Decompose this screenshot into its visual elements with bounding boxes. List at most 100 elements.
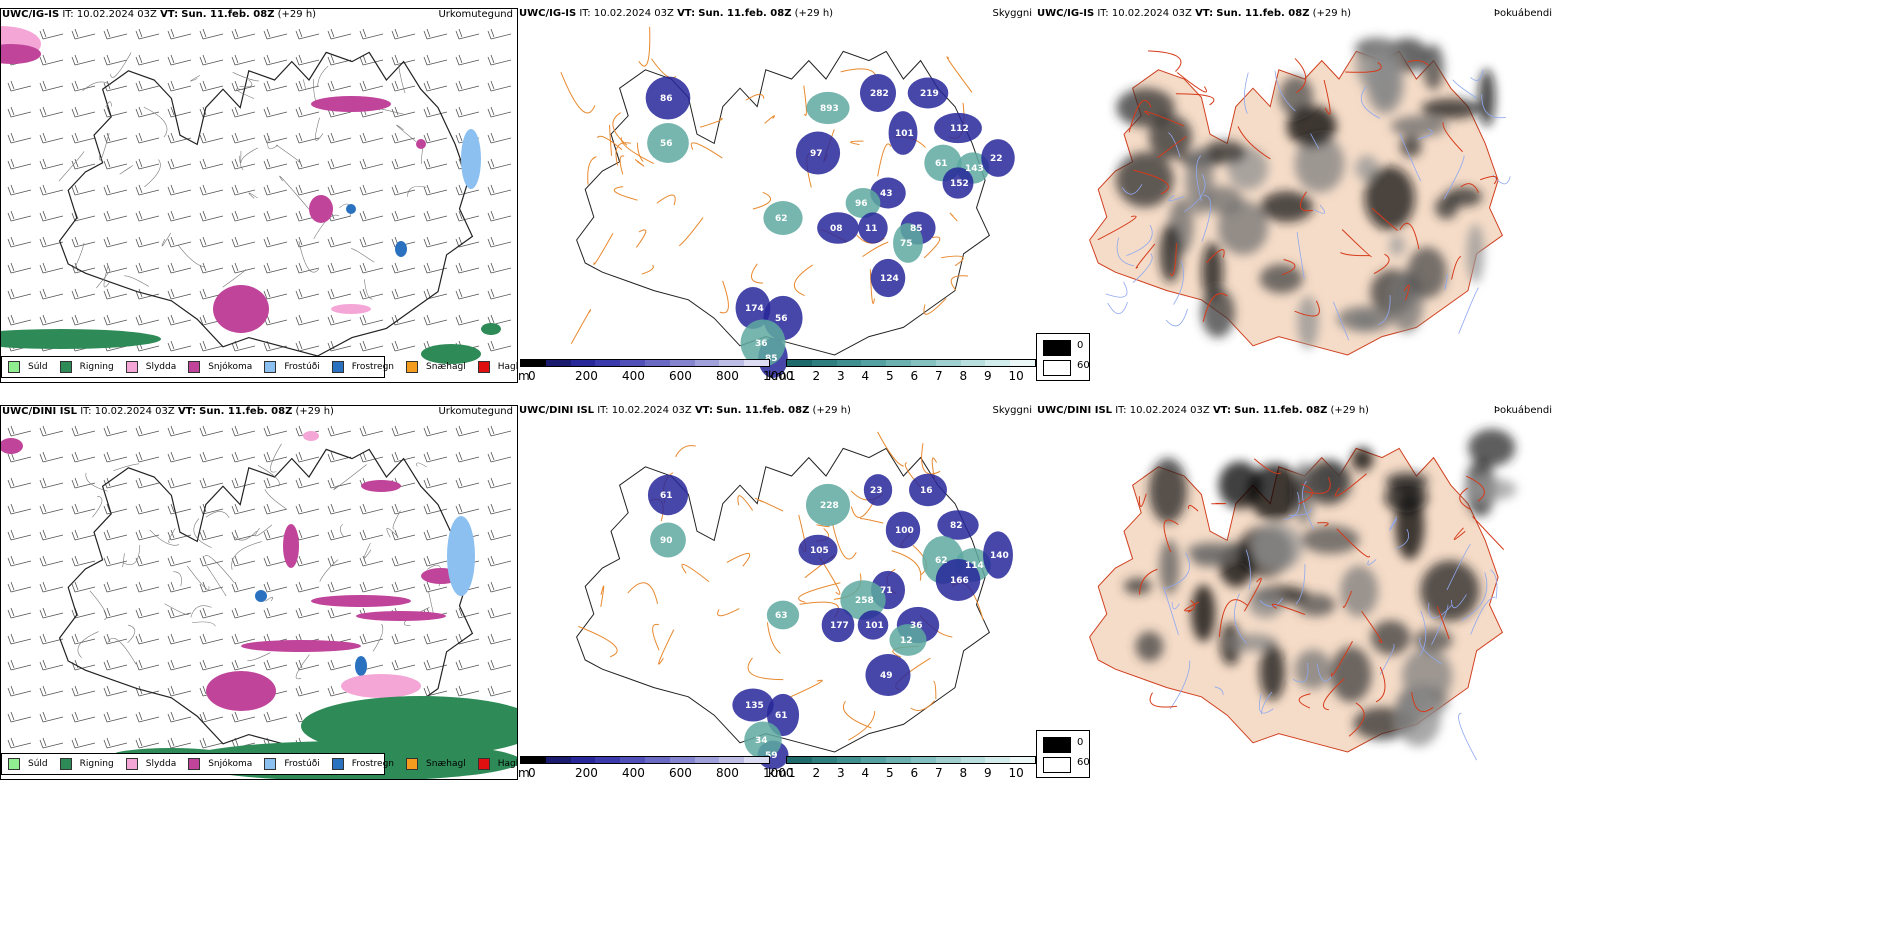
precip-legend-item: Snæhagl (406, 361, 466, 373)
visibility-value-label: 893 (820, 104, 839, 114)
header-lead: (+29 h) (277, 9, 317, 20)
visibility-value-label: 71 (880, 586, 893, 596)
visibility-value-label: 282 (870, 89, 889, 99)
km-tick: 2 (812, 369, 821, 383)
visibility-map-svg: 228 135 61 63 105 61 90 100 82 62 71 36 114 166 140 258… (576, 431, 1013, 770)
header-vt-label: VT: (160, 9, 179, 20)
fog-index-shading (1123, 428, 1517, 747)
legend-label: Snæhagl (426, 759, 466, 769)
km-tick: 8 (959, 369, 968, 383)
legend-swatch (59, 758, 72, 770)
visibility-value-label: 61 (660, 491, 673, 501)
header-it-value: 10.02.2024 03Z (94, 406, 175, 417)
legend-label: Súld (28, 759, 48, 769)
precip-areas (1, 26, 501, 364)
km-tick: 3 (837, 766, 845, 780)
legend-swatch (125, 361, 138, 373)
fog-legend-swatch (1043, 757, 1071, 773)
header-vt-label: VT: (1195, 8, 1214, 19)
header-it-value: 10.02.2024 03Z (1129, 405, 1210, 416)
visibility-value-label: 135 (745, 701, 764, 711)
header-it-label: IT: (597, 405, 609, 416)
header-vt-value: Sun. 11.feb. 08Z (1216, 8, 1310, 19)
run-header: UWC/DINI ISL IT: 10.02.2024 03Z VT: Sun.… (519, 405, 851, 416)
visibility-value-label: 85 (765, 354, 778, 364)
legend-label: Slydda (145, 759, 177, 769)
km-tick: 6 (910, 766, 919, 780)
meter-tick: 600 (669, 766, 692, 780)
meter-tick: 1000 (763, 766, 794, 780)
visibility-value-label: 143 (965, 164, 984, 174)
meter-tick: 400 (622, 766, 645, 780)
header-it-value: 10.02.2024 03Z (611, 405, 692, 416)
fog-legend-swatch (1043, 340, 1071, 356)
visibility-labels: 893 174 56 62 97 86 56 101 112 61 43 85 143 152 22 96 08… (660, 89, 1003, 364)
precip-legend-item: Súld (8, 361, 48, 373)
legend-swatch (406, 758, 419, 770)
header-vt-value: Sun. 11.feb. 08Z (698, 8, 792, 19)
precip-legend: Súld Rigning Slydda Snjókoma Frostúði Frostre… (1, 753, 517, 775)
legend-label: Frostúði (284, 362, 320, 372)
legend-label: Súld (28, 362, 48, 372)
precip-legend-item: Rigning (59, 758, 114, 770)
visibility-value-label: 140 (990, 551, 1009, 561)
legend-swatch (188, 361, 201, 373)
meter-tick: 1000 (763, 369, 794, 383)
header-it-value: 10.02.2024 03Z (76, 9, 157, 20)
header-model: UWC/IG-IS (1037, 8, 1095, 19)
km-tick: 10 (1008, 369, 1024, 383)
visibility-value-label: 112 (950, 124, 969, 134)
visibility-value-label: 63 (775, 611, 788, 621)
visibility-value-label: 61 (935, 159, 948, 169)
meter-unit: m (518, 369, 530, 383)
km-tick: 6 (910, 369, 919, 383)
legend-swatch (331, 361, 344, 373)
run-header: UWC/IG-IS IT: 10.02.2024 03Z VT: Sun. 11… (2, 9, 316, 20)
panel-title-visibility: Skyggni (992, 405, 1032, 416)
visibility-value-label: 85 (910, 224, 923, 234)
legend-swatch (331, 758, 344, 770)
run-header: UWC/DINI ISL IT: 10.02.2024 03Z VT: Sun.… (1037, 405, 1369, 416)
legend-swatch (406, 361, 419, 373)
precip-type-map: UWC/DINI ISL IT: 10.02.2024 03Z VT: Sun.… (0, 405, 518, 780)
precip-legend-item: Snjókoma (188, 361, 252, 373)
precip-legend-item: Súld (8, 758, 48, 770)
km-tick: 4 (861, 369, 870, 383)
visibility-areas (645, 73, 1015, 379)
header-lead: (+29 h) (794, 8, 834, 19)
precip-map-svg (1, 26, 512, 364)
fog-legend-swatch (1043, 360, 1071, 376)
visibility-value-label: 34 (755, 736, 768, 746)
visibility-value-label: 101 (865, 621, 884, 631)
meter-tick: 0 (528, 369, 536, 383)
river-lines (1105, 69, 1511, 341)
header-it-label: IT: (62, 9, 74, 20)
fog-legend: 0 60 (1036, 333, 1090, 381)
header-vt-label: VT: (694, 405, 713, 416)
visibility-value-label: 08 (830, 224, 843, 234)
fog-index-map: UWC/DINI ISL IT: 10.02.2024 03Z VT: Sun.… (1036, 405, 1554, 780)
visibility-value-label: 258 (855, 596, 874, 606)
visibility-value-label: 166 (950, 576, 969, 586)
visibility-value-label: 75 (900, 239, 913, 249)
visibility-value-label: 96 (855, 199, 868, 209)
meter-tick: 800 (716, 766, 739, 780)
legend-swatch (125, 758, 138, 770)
visibility-colorbar: m 0 200 400 600 800 1000 km 1 2 3 4 5 6 7 8 9 10 (518, 359, 1036, 383)
km-tick: 2 (812, 766, 821, 780)
visibility-value-label: 59 (765, 751, 778, 761)
km-tick: 1 (788, 369, 796, 383)
visibility-value-label: 62 (935, 556, 948, 566)
header-lead: (+29 h) (295, 406, 334, 417)
visibility-value-label: 101 (895, 129, 914, 139)
fog-index-shading (1115, 37, 1496, 349)
header-vt-value: Sun. 11.feb. 08Z (199, 406, 293, 417)
legend-label: Frostúði (284, 759, 320, 769)
header-vt-value: Sun. 11.feb. 08Z (181, 9, 275, 20)
legend-label: Snjókoma (208, 759, 253, 769)
legend-label: Snæhagl (426, 362, 466, 372)
header-it-value: 10.02.2024 03Z (1111, 8, 1192, 19)
header-it-label: IT: (1115, 405, 1127, 416)
precip-legend-item: Frostregn (331, 361, 394, 373)
precip-legend-item: Slydda (125, 361, 176, 373)
